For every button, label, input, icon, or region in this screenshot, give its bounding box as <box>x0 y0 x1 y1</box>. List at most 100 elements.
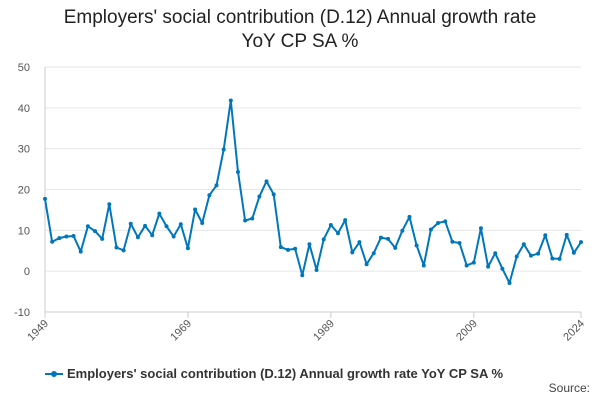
y-tick-label: 30 <box>18 144 30 156</box>
data-point[interactable] <box>100 236 105 241</box>
data-point[interactable] <box>135 235 140 240</box>
data-point[interactable] <box>121 248 126 253</box>
chart-title-line-1: Employers' social contribution (D.12) An… <box>63 7 537 28</box>
data-point[interactable] <box>71 234 76 239</box>
data-point[interactable] <box>243 218 248 223</box>
data-point[interactable] <box>493 251 498 256</box>
data-point[interactable] <box>564 232 569 237</box>
data-point[interactable] <box>78 249 83 254</box>
legend-label: Employers' social contribution (D.12) An… <box>67 366 504 381</box>
series-line[interactable] <box>44 99 582 284</box>
source-label: Source: <box>548 381 590 395</box>
data-point[interactable] <box>178 222 183 227</box>
data-point[interactable] <box>328 223 333 228</box>
legend[interactable]: Employers' social contribution (D.12) An… <box>45 366 503 381</box>
data-point[interactable] <box>207 193 212 198</box>
data-point[interactable] <box>464 263 469 268</box>
data-point[interactable] <box>257 194 262 199</box>
data-point[interactable] <box>400 228 405 233</box>
data-point[interactable] <box>336 231 341 236</box>
chart-title: Employers' social contribution (D.12) An… <box>0 6 600 54</box>
data-point[interactable] <box>579 240 583 245</box>
data-point[interactable] <box>393 245 398 250</box>
data-point[interactable] <box>528 253 533 258</box>
data-point[interactable] <box>571 250 576 255</box>
data-point[interactable] <box>143 223 148 228</box>
data-point[interactable] <box>171 234 176 239</box>
data-point[interactable] <box>428 227 433 232</box>
data-point[interactable] <box>200 220 205 225</box>
data-point[interactable] <box>321 237 326 242</box>
data-point[interactable] <box>543 233 548 238</box>
data-point[interactable] <box>300 273 305 278</box>
data-point[interactable] <box>293 246 298 251</box>
data-point[interactable] <box>271 192 276 197</box>
data-point[interactable] <box>193 207 198 212</box>
data-point[interactable] <box>157 211 162 216</box>
data-point[interactable] <box>350 250 355 255</box>
data-point[interactable] <box>221 147 226 152</box>
y-tick-label: 20 <box>18 185 30 197</box>
data-point[interactable] <box>514 254 519 259</box>
data-point[interactable] <box>386 236 391 241</box>
data-point[interactable] <box>364 262 369 267</box>
data-point[interactable] <box>536 251 541 256</box>
data-point[interactable] <box>64 234 69 239</box>
data-point[interactable] <box>371 251 376 256</box>
data-point[interactable] <box>478 226 483 231</box>
y-tick-label: 0 <box>24 266 30 278</box>
data-point[interactable] <box>128 221 133 226</box>
data-point[interactable] <box>450 239 455 244</box>
data-point[interactable] <box>507 281 512 286</box>
data-point[interactable] <box>307 242 312 247</box>
x-tick-label: 2024 <box>561 318 587 344</box>
x-tick-label: 2009 <box>454 318 480 344</box>
data-point[interactable] <box>500 266 505 271</box>
data-point[interactable] <box>235 169 240 174</box>
x-tick-label: 1989 <box>311 318 337 344</box>
data-point[interactable] <box>343 218 348 223</box>
data-point[interactable] <box>85 224 90 229</box>
data-point[interactable] <box>471 260 476 265</box>
data-point[interactable] <box>557 256 562 261</box>
data-point[interactable] <box>421 263 426 268</box>
data-point[interactable] <box>407 214 412 219</box>
series-layer <box>43 98 583 286</box>
y-tick-label: 50 <box>18 62 30 74</box>
y-tick-label: 40 <box>18 103 30 115</box>
chart-title-line-2: YoY CP SA % <box>241 31 359 52</box>
y-axis-tick-labels: -10 0 10 20 30 40 50 <box>14 62 30 319</box>
legend-line-marker-icon <box>45 369 63 379</box>
data-point[interactable] <box>250 216 255 221</box>
axes <box>44 67 582 318</box>
data-point[interactable] <box>107 202 112 207</box>
x-tick-label: 1969 <box>168 318 194 344</box>
data-point[interactable] <box>185 246 190 251</box>
data-point[interactable] <box>114 245 119 250</box>
x-tick-label: 1949 <box>25 318 51 344</box>
y-tick-label: 10 <box>18 225 30 237</box>
data-point[interactable] <box>228 98 233 103</box>
data-point[interactable] <box>378 235 383 240</box>
data-point[interactable] <box>278 245 283 250</box>
data-point[interactable] <box>457 240 462 245</box>
data-point[interactable] <box>486 264 491 269</box>
data-point[interactable] <box>214 183 219 188</box>
data-point[interactable] <box>285 247 290 252</box>
data-point[interactable] <box>164 224 169 229</box>
gridlines <box>45 66 581 313</box>
data-point[interactable] <box>443 219 448 224</box>
data-point[interactable] <box>521 242 526 247</box>
data-point[interactable] <box>264 179 269 184</box>
data-point[interactable] <box>43 196 47 201</box>
data-point[interactable] <box>57 236 62 241</box>
data-point[interactable] <box>50 239 55 244</box>
data-point[interactable] <box>436 220 441 225</box>
data-point[interactable] <box>314 267 319 272</box>
data-point[interactable] <box>414 243 419 248</box>
data-point[interactable] <box>93 229 98 234</box>
data-point[interactable] <box>550 256 555 261</box>
data-point[interactable] <box>357 240 362 245</box>
data-point[interactable] <box>150 233 155 238</box>
